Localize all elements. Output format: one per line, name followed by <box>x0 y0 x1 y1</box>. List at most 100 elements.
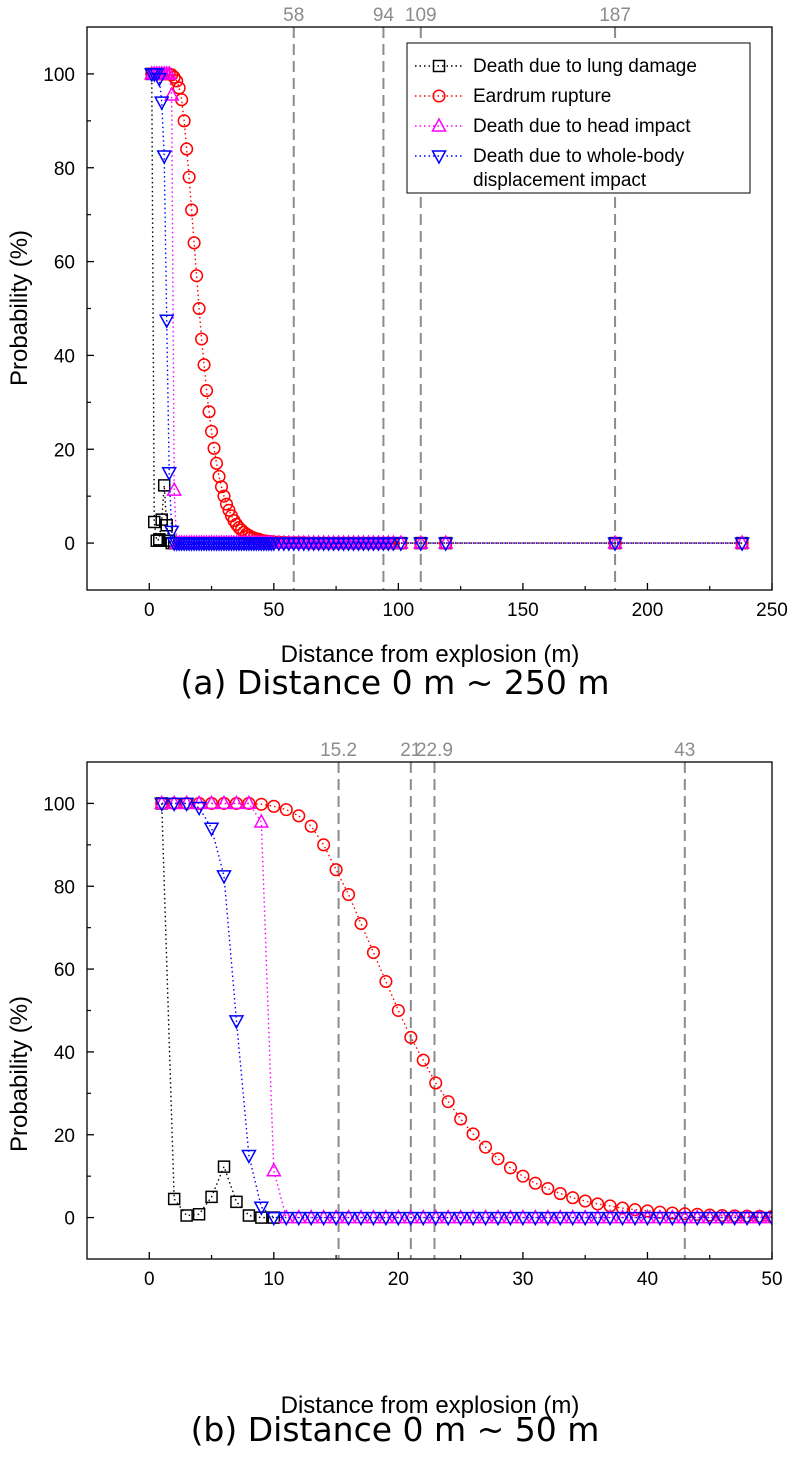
data-point <box>315 1209 332 1224</box>
legend-entry: displacement impact <box>473 170 647 191</box>
data-point <box>167 70 181 84</box>
axes-a: 0 50 100 150 200 250 0 20 40 60 80 100 <box>43 65 788 621</box>
data-point <box>166 481 182 496</box>
data-point <box>627 1209 643 1224</box>
data-point <box>615 1201 630 1215</box>
data-point <box>734 534 750 549</box>
reference-line-label: 21 <box>400 740 421 761</box>
data-point <box>478 1140 493 1154</box>
data-point <box>202 405 216 419</box>
y-tick-label: 60 <box>54 253 75 274</box>
data-point <box>255 1211 268 1224</box>
series-layer-a <box>144 65 750 552</box>
data-point <box>437 537 454 552</box>
data-point <box>241 794 257 810</box>
data-point <box>163 525 180 540</box>
y-tick-label: 40 <box>54 346 75 367</box>
data-point <box>204 424 219 438</box>
data-point <box>278 1209 295 1224</box>
legend-entry: Eardrum rupture <box>473 86 611 107</box>
x-axis-label-b: Distance from explosion (m) <box>281 1392 580 1419</box>
data-point <box>515 1211 531 1227</box>
data-point <box>502 1209 519 1224</box>
x-tick-label: 10 <box>263 1269 284 1290</box>
data-point <box>180 1209 193 1222</box>
data-point <box>192 301 206 316</box>
data-point <box>765 1209 772 1224</box>
data-point <box>253 1201 270 1216</box>
data-point <box>353 1211 369 1227</box>
data-point <box>440 1209 456 1224</box>
data-point <box>701 1209 718 1224</box>
data-point <box>566 1191 580 1205</box>
data-point <box>516 1169 530 1183</box>
data-point <box>652 1211 668 1227</box>
data-point <box>764 1209 772 1224</box>
reference-line-label: 15.2 <box>320 740 357 761</box>
data-point <box>639 1211 656 1227</box>
data-point <box>465 1211 481 1227</box>
data-point <box>157 479 171 492</box>
data-point <box>577 1211 593 1227</box>
data-point <box>628 1203 642 1217</box>
x-tick-label: 0 <box>144 1269 155 1290</box>
data-point <box>160 519 173 532</box>
data-point <box>153 794 170 810</box>
data-point <box>540 1211 556 1227</box>
data-point <box>195 332 209 346</box>
data-point <box>304 819 318 833</box>
data-point <box>454 1112 468 1126</box>
data-point <box>577 1209 593 1224</box>
data-point <box>303 1209 319 1224</box>
x-tick-label: 200 <box>632 600 664 621</box>
chart-panel-a: 58 94 109 187 0 50 100 150 200 250 0 20 40 60 80 100 D… <box>6 5 788 702</box>
y-tick-label: 60 <box>54 960 75 981</box>
legend-marker <box>432 59 446 73</box>
data-point <box>602 1209 618 1224</box>
data-point <box>640 1204 655 1218</box>
data-point <box>177 114 191 128</box>
x-tick-label: 150 <box>507 600 539 621</box>
data-point <box>677 1211 693 1227</box>
y-tick-label: 80 <box>54 159 75 180</box>
data-point <box>158 314 175 329</box>
data-point <box>726 1211 743 1227</box>
data-point <box>166 794 182 810</box>
data-point <box>689 1211 706 1227</box>
reference-line-label: 43 <box>674 740 695 761</box>
data-point <box>429 1076 443 1090</box>
data-point <box>328 1209 344 1224</box>
data-point <box>217 489 231 503</box>
data-point <box>315 1211 332 1227</box>
data-point <box>413 537 429 552</box>
legend-marker <box>431 150 447 165</box>
data-point <box>490 1211 506 1227</box>
data-point <box>152 533 166 546</box>
data-point <box>187 236 201 250</box>
caption-a: (a) Distance 0 m ~ 250 m <box>180 663 609 702</box>
data-point <box>751 1209 768 1224</box>
data-point <box>677 1209 693 1224</box>
data-point <box>205 1190 218 1204</box>
data-point <box>178 794 195 810</box>
data-point <box>491 1152 505 1166</box>
data-point <box>427 1211 444 1227</box>
series-line <box>151 73 743 544</box>
data-point <box>540 1209 556 1224</box>
data-point <box>734 537 750 552</box>
data-point <box>150 534 163 547</box>
data-point <box>552 1211 569 1227</box>
data-point <box>614 1209 631 1224</box>
data-point <box>403 1211 419 1227</box>
data-point <box>764 1211 772 1227</box>
y-tick-label: 20 <box>54 1126 75 1147</box>
data-point <box>217 1160 231 1173</box>
data-point <box>290 1211 307 1227</box>
y-tick-label: 100 <box>43 65 75 86</box>
data-point <box>241 1149 257 1165</box>
data-point <box>266 1211 282 1227</box>
data-point <box>477 1209 494 1224</box>
chart-a: 58 94 109 187 0 50 100 150 200 250 0 20 40 60 80 100 D… <box>6 5 788 702</box>
